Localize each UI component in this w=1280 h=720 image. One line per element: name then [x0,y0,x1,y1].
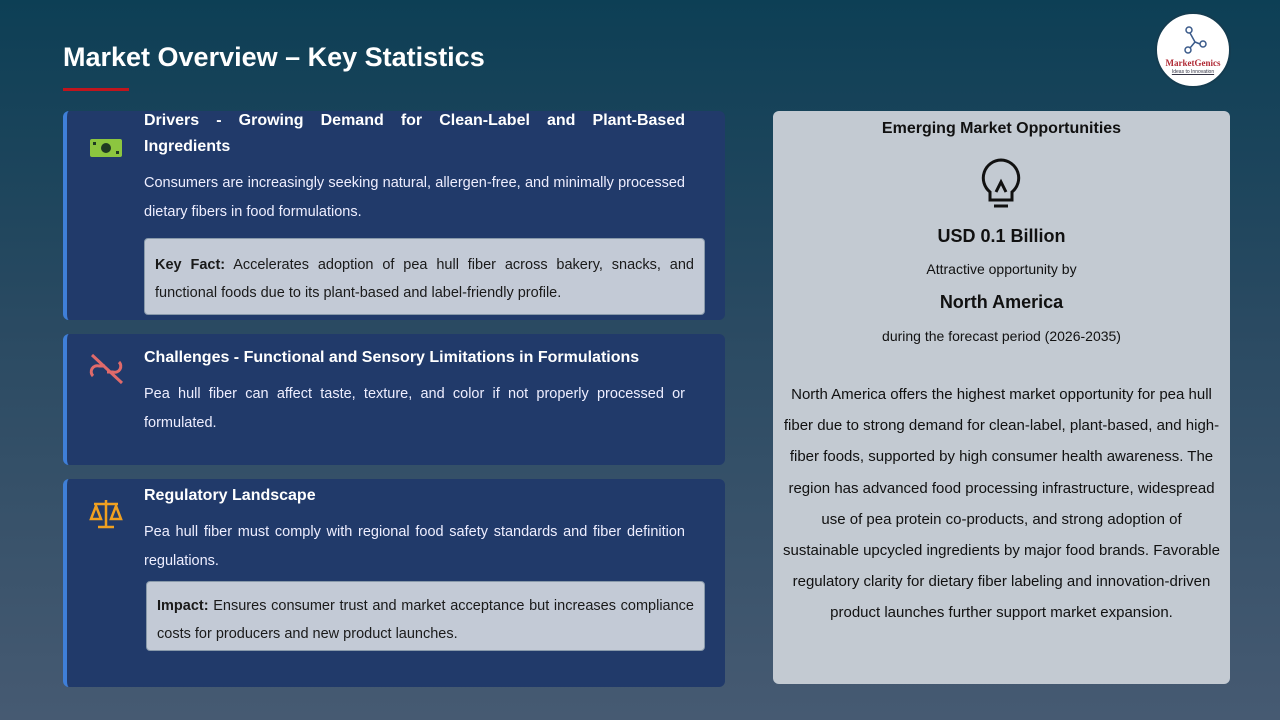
challenges-card: Challenges - Functional and Sensory Limi… [63,334,725,465]
opportunity-value: USD 0.1 Billion [937,226,1066,246]
marketgenics-logo: MarketGenics Ideas to Innovation [1155,12,1231,88]
card-title: Drivers - Growing Demand for Clean-Label… [144,112,685,155]
broken-link-icon [89,353,123,385]
opportunity-description: North America offers the highest market … [783,386,1220,622]
title-underline [63,88,129,91]
lightbulb-icon [981,158,1021,208]
key-fact-box: Key Fact: Accelerates adoption of pea hu… [144,238,705,315]
scales-icon [89,500,123,529]
opportunity-panel: Emerging Market Opportunities USD 0.1 Bi… [773,111,1230,684]
card-text: Pea hull fiber must comply with regional… [144,524,685,569]
opportunity-region: North America [939,292,1064,312]
panel-heading: Emerging Market Opportunities [881,120,1122,137]
regulatory-card: Regulatory Landscape Pea hull fiber must… [63,479,725,687]
card-text: Consumers are increasingly seeking natur… [144,175,685,220]
impact-box: Impact: Ensures consumer trust and marke… [146,581,705,651]
opportunity-by: Attractive opportunity by [926,261,1077,277]
money-icon [90,139,122,157]
card-text: Pea hull fiber can affect taste, texture… [144,386,685,431]
drivers-card: Drivers - Growing Demand for Clean-Label… [63,111,725,320]
card-title: Regulatory Landscape [144,487,316,504]
forecast-period: during the forecast period (2026-2035) [882,328,1121,344]
page-title: Market Overview – Key Statistics [63,42,485,72]
card-title: Challenges - Functional and Sensory Limi… [144,349,640,366]
network-icon [1184,26,1207,54]
